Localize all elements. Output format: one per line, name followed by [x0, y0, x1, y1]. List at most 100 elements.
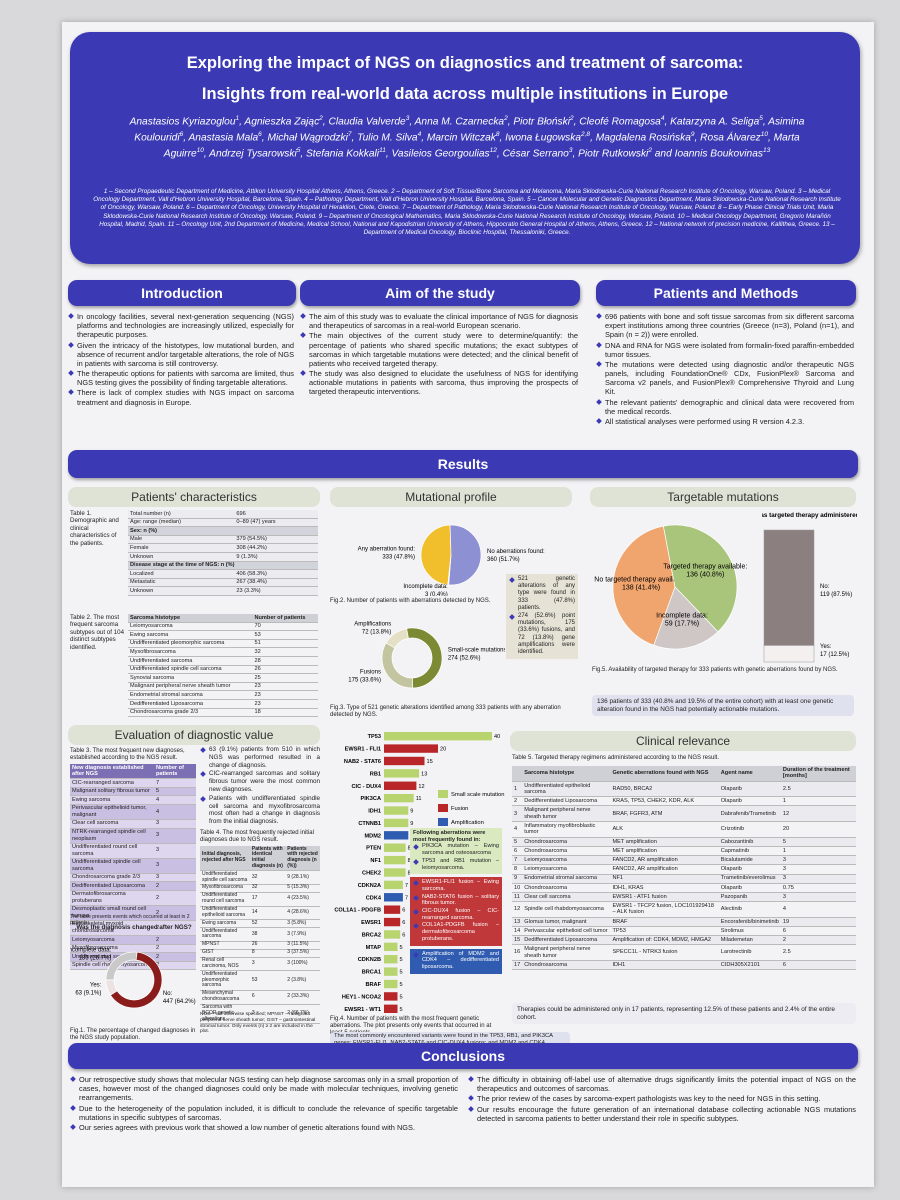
table-cell: 25 [252, 673, 318, 683]
table-cell: ALK [610, 821, 719, 838]
stack-segment [763, 529, 815, 646]
table-row: Localized 406 (58.3%) [128, 569, 318, 579]
table-row: Age: range (median) 0–89 (47) years [128, 518, 318, 528]
slice [612, 525, 676, 646]
table-cell: EWSR1 - ATF1 fusion [610, 892, 719, 903]
header-blank [512, 766, 523, 782]
table-cell: Undifferentiated pleomorphic sarcoma [200, 970, 250, 991]
table-row: Chondrosarcoma grade 2/3 18 [128, 708, 318, 718]
table-row: Undifferentiated spindle cell sarcoma 3 [70, 858, 196, 874]
table-cell: Capmatinib [718, 846, 781, 857]
header-cell: Number of patients [252, 614, 318, 623]
bullet: Given the intricacy of the histotypes, l… [68, 341, 294, 369]
bar-value: 5 [400, 982, 403, 988]
bullet: The therapeutic options for patients wit… [68, 369, 294, 387]
table-row: Myxofibrosarcoma 32 5 (15.3%) [200, 884, 320, 893]
table-cell: CIDH305X2101 [718, 960, 781, 971]
table-cell: 3 [780, 892, 856, 903]
author-name: Asimina Koulouridi [134, 116, 805, 144]
author-name: Piotr Rutkowski [578, 148, 649, 160]
bullet: The difficulty in obtaining off-label us… [468, 1075, 856, 1093]
table-cell: 2 (3.8%) [285, 970, 320, 991]
author-affiliation: 1 [235, 115, 240, 122]
bullet: NAB2-STAT6 fusion – solitary fibrous tum… [413, 894, 499, 907]
table-cell: EWSR1 - TFCP2 fusion, LOC101929418 – ALK… [610, 901, 719, 918]
table-cell: KRAS, TP53, CHEK2, KDR, ALK [610, 796, 719, 807]
bar-label: PTEN [366, 846, 381, 852]
table-cell: 3 [249, 957, 286, 972]
table-cell: 14 [249, 906, 286, 921]
table-cell: 5 [512, 837, 523, 847]
table-row: Undifferentiated sarcoma 2 [70, 952, 196, 962]
chart-title: Was targeted therapy administered? [762, 512, 857, 519]
author-name: Claudia Valverde [328, 116, 406, 128]
bar-value: 5 [400, 945, 403, 951]
table-cell: Total number (n) [128, 510, 235, 519]
slice [653, 586, 719, 650]
header-band [70, 32, 860, 264]
table-cell: Undifferentiated spindle cell sarcoma [200, 870, 250, 885]
table-cell: TP53 [610, 926, 719, 937]
table: Total number (n) 696 Age: range (median) 0–… [128, 510, 318, 597]
legend-swatch [438, 804, 448, 812]
table-cell: BRAF, FGFR3, ATM [610, 805, 719, 823]
data-table: Total number (n) 696 Age: range (median) 0–… [128, 510, 318, 597]
caption: Table 5. Targeted therapy regimens admin… [512, 755, 719, 761]
author-affiliation: 2 [504, 115, 508, 122]
table-row: 12 Spindle cell rhabdomyosarcoma EWSR1 - T… [512, 901, 856, 918]
table-cell: NF1 [610, 874, 719, 884]
table-header: Sarcoma histotype Genetic aberrations fou… [512, 766, 856, 782]
table-header: Initial diagnosis, rejected after NGS Pat… [200, 846, 320, 872]
bar [384, 905, 401, 914]
table-cell: 0.75 [780, 883, 856, 893]
table-row: Leiomyosarcoma 70 [128, 622, 318, 632]
subsection-heading: Targetable mutations [590, 487, 856, 507]
segment-value-label: 119 (87.5%) [820, 592, 852, 598]
table-row: Desmoplastic small round cell tumour 2 [70, 905, 196, 921]
author-affiliation: 13 [762, 147, 771, 155]
table-cell: Mesenchymal chondrosarcoma [200, 990, 250, 1005]
bar-value: 13 [421, 771, 427, 777]
author-separator: , [694, 132, 701, 144]
table-cell: 4 [153, 795, 196, 805]
bullet: TP53 and RB1 mutation – leiomyosarcoma. [413, 858, 499, 871]
table-cell: 53 [249, 970, 286, 991]
table-row: Undifferentiated epithelioid sarcoma 14 4 … [200, 906, 320, 921]
bar [384, 880, 403, 890]
slice-label: Incomplete data: [403, 584, 448, 590]
slice-value-label: 447 (64.2%) [163, 999, 196, 1005]
table-row: NTRK-rearranged spindle cell neoplasm 3 [70, 828, 196, 844]
table-cell: Undifferentiated round cell sarcoma [200, 892, 250, 907]
bullet: The mutations were detected using diagno… [596, 360, 854, 397]
table-cell: 5 (15.3%) [285, 884, 320, 893]
bar-label: EWSR1 - WT1 [344, 1007, 381, 1013]
table-cell: 6 [249, 990, 286, 1005]
table-cell: 4 (23.5%) [285, 892, 320, 907]
author-name: Piotr Błoński [513, 116, 570, 128]
table-cell: 3 [153, 843, 196, 859]
caption: Fig.2. Number of patients with aberratio… [330, 598, 491, 604]
author-separator: , [421, 132, 427, 144]
table-row: Undifferentiated pleomorphic sarcoma 51 [128, 639, 318, 649]
table-cell: 19 [780, 917, 856, 927]
table-row: Total number (n) 696 [128, 510, 318, 519]
bar [384, 818, 409, 828]
table-cell: Endometrial stromal sarcoma [128, 690, 253, 701]
table-cell: Dedifferentiated Liposarcoma [128, 699, 253, 709]
table-cell: Spindle cell rhabdomyosarcoma [522, 901, 611, 918]
author-separator: , [590, 132, 596, 144]
table-row: Leiomyosarcoma 2 [70, 935, 196, 945]
table-cell: Metastatic [128, 578, 235, 588]
table-row: Undifferentiated round cell sarcoma 3 [70, 843, 196, 859]
author-separator: , [572, 148, 579, 160]
bar-label: NF1 [370, 858, 381, 864]
title-line: Insights from real-world data across mul… [201, 85, 729, 104]
table-cell: 1 [512, 781, 523, 798]
table-row: 17 Chondrosarcoma IDH1 CIDH305X2101 6 [512, 960, 856, 971]
bullet: Patients with undifferentiated spindle c… [200, 795, 320, 826]
table-cell: 696 [234, 510, 318, 519]
slice-label: Yes: [90, 983, 102, 989]
table-row: Undifferentiated sarcoma 38 3 (7.9%) [200, 927, 320, 942]
table-row: Sex: n (%) [128, 526, 318, 536]
bullet: PIK3CA mutation – Ewing sarcoma and oste… [413, 843, 499, 856]
